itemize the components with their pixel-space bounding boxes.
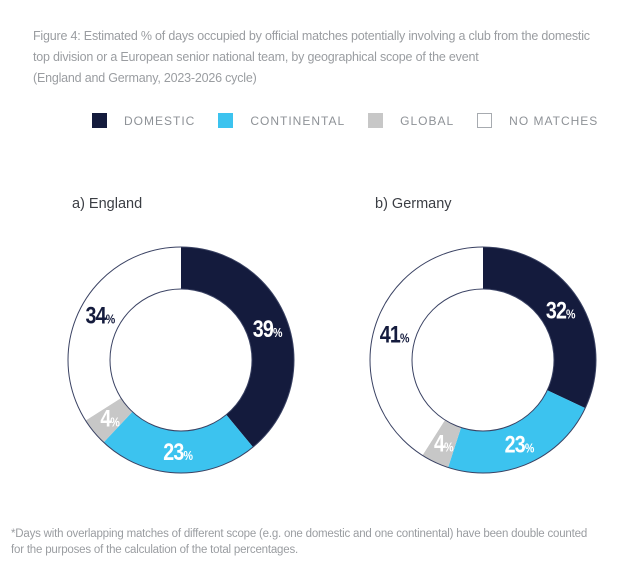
footnote-line-1: *Days with overlapping matches of differ… bbox=[11, 528, 588, 540]
donut-chart-germany: 32% 23% 4% 41% bbox=[369, 246, 597, 474]
chart-title-england: a) England bbox=[72, 196, 143, 212]
england-ring-outline bbox=[109, 288, 253, 432]
england-slice-continental bbox=[103, 411, 254, 473]
legend-swatch-global bbox=[368, 113, 384, 128]
germany-slice-continental bbox=[448, 390, 586, 473]
figure-title-line-3: (England and Germany, 2023-2026 cycle) bbox=[33, 71, 257, 85]
figure-title: Figure 4: Estimated % of days occupied b… bbox=[33, 26, 590, 89]
chart-title-germany: b) Germany bbox=[375, 196, 452, 212]
england-slice-no_matches bbox=[68, 247, 181, 421]
england-label-global: 4% bbox=[100, 405, 120, 432]
legend-label-continental: CONTINENTAL bbox=[250, 113, 346, 128]
figure-title-line-1: Figure 4: Estimated % of days occupied b… bbox=[33, 29, 590, 43]
legend-item-domestic: DOMESTIC bbox=[92, 113, 195, 128]
germany-label-domestic: 32% bbox=[546, 297, 576, 324]
legend-label-no-matches: NO MATCHES bbox=[509, 113, 599, 128]
legend-label-global: GLOBAL bbox=[400, 113, 455, 128]
legend-item-global: GLOBAL bbox=[368, 113, 454, 128]
germany-ring-outline bbox=[411, 288, 555, 432]
england-label-no_matches: 34% bbox=[86, 302, 116, 329]
legend-swatch-continental bbox=[218, 113, 234, 128]
figure-footnote: *Days with overlapping matches of differ… bbox=[11, 527, 587, 558]
england-label-continental: 23% bbox=[163, 438, 193, 465]
england-slice-domestic bbox=[181, 247, 294, 448]
germany-slice-domestic bbox=[483, 247, 596, 409]
england-slice-global bbox=[85, 398, 133, 443]
germany-ring-outline bbox=[369, 246, 597, 474]
germany-label-no_matches: 41% bbox=[380, 320, 410, 347]
legend-label-domestic: DOMESTIC bbox=[124, 113, 196, 128]
footnote-line-2: for the purposes of the calculation of t… bbox=[11, 543, 298, 556]
figure-title-line-2: top division or a European senior nation… bbox=[33, 50, 479, 64]
donut-chart-england: 39% 23% 4% 34% bbox=[67, 246, 295, 474]
england-label-domestic: 39% bbox=[253, 315, 283, 342]
legend-item-no-matches: NO MATCHES bbox=[477, 113, 598, 128]
germany-slice-no_matches bbox=[370, 247, 483, 456]
legend-swatch-no-matches bbox=[477, 113, 493, 128]
chart-legend: DOMESTIC CONTINENTAL GLOBAL NO MATCHES bbox=[92, 113, 598, 128]
germany-label-global: 4% bbox=[434, 429, 454, 456]
germany-slice-global bbox=[422, 419, 462, 468]
legend-item-continental: CONTINENTAL bbox=[218, 113, 345, 128]
england-ring-outline bbox=[67, 246, 295, 474]
germany-label-continental: 23% bbox=[505, 431, 535, 458]
legend-swatch-domestic bbox=[92, 113, 107, 128]
